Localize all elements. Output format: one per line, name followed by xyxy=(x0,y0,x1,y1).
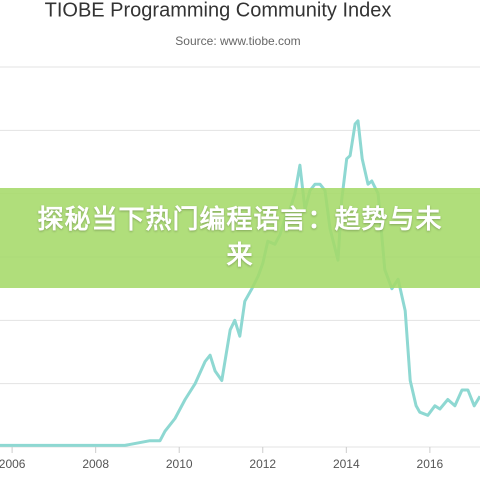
x-tick-label: 2008 xyxy=(82,457,109,471)
chart-subtitle: Source: www.tiobe.com xyxy=(175,34,300,48)
x-tick-label: 2006 xyxy=(0,457,26,471)
x-tick-label: 2014 xyxy=(333,457,360,471)
x-tick-label: 2012 xyxy=(249,457,276,471)
chart-title: TIOBE Programming Community Index xyxy=(45,0,392,21)
x-tick-label: 2016 xyxy=(417,457,444,471)
banner: 探秘当下热门编程语言：趋势与未来 xyxy=(0,188,480,288)
line xyxy=(0,119,480,447)
banner-text: 探秘当下热门编程语言：趋势与未来 xyxy=(37,205,443,271)
x-tick-label: 2010 xyxy=(166,457,193,471)
